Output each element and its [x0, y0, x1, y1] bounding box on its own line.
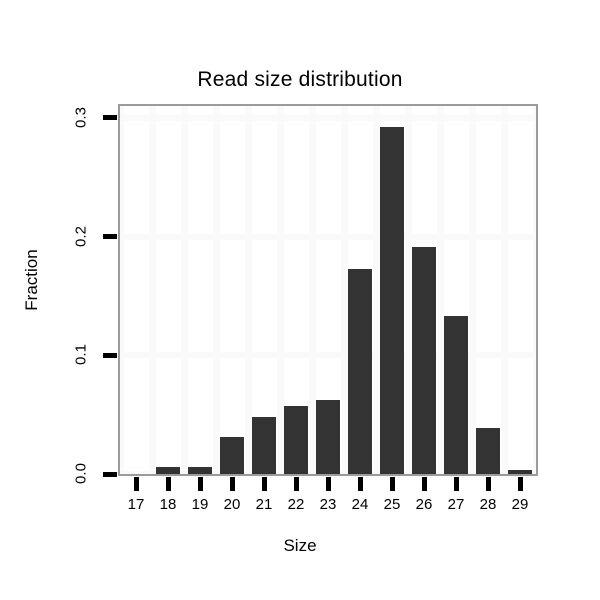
- x-tick-mark: [325, 477, 331, 491]
- x-tick-label: 27: [447, 496, 465, 513]
- y-tick-mark: [103, 471, 117, 477]
- x-tick-label: 29: [511, 496, 529, 513]
- x-tick-mark: [229, 477, 235, 491]
- bar-25: [380, 127, 404, 474]
- x-tick-label: 23: [319, 496, 337, 513]
- grid-line-vertical: [180, 106, 188, 474]
- x-tick-mark: [421, 477, 427, 491]
- bar-28: [476, 427, 500, 474]
- x-tick-mark: [293, 477, 299, 491]
- bar-18: [156, 466, 180, 474]
- x-tick-label: 26: [415, 496, 433, 513]
- grid-line-vertical: [468, 106, 476, 474]
- grid-line-vertical: [308, 106, 316, 474]
- grid-line-vertical: [532, 106, 536, 474]
- x-tick-label: 17: [127, 496, 145, 513]
- x-tick-label: 19: [191, 496, 209, 513]
- x-tick-mark: [261, 477, 267, 491]
- x-tick-mark: [133, 477, 139, 491]
- x-tick-label: 21: [255, 496, 273, 513]
- grid-line-vertical: [404, 106, 412, 474]
- bar-26: [412, 247, 436, 474]
- x-tick-mark: [485, 477, 491, 491]
- x-tick-mark: [165, 477, 171, 491]
- x-tick-label: 24: [351, 496, 369, 513]
- y-tick-mark: [103, 234, 117, 240]
- x-tick-label: 25: [383, 496, 401, 513]
- bar-20: [220, 437, 244, 474]
- bar-24: [348, 268, 372, 474]
- plot-inner: [120, 106, 536, 474]
- grid-line-horizontal: [120, 114, 536, 121]
- y-tick-label: 0.2: [72, 225, 90, 247]
- x-tick-label: 28: [479, 496, 497, 513]
- bar-19: [188, 466, 212, 474]
- x-tick-mark: [453, 477, 459, 491]
- grid-line-vertical: [212, 106, 220, 474]
- grid-line-horizontal: [120, 352, 536, 359]
- y-tick-label: 0.1: [72, 344, 90, 366]
- x-tick-mark: [357, 477, 363, 491]
- y-tick-mark: [103, 352, 117, 358]
- grid-line-vertical: [436, 106, 444, 474]
- bar-23: [316, 400, 340, 474]
- grid-line-horizontal: [120, 233, 536, 240]
- bar-27: [444, 316, 468, 474]
- x-tick-label: 22: [287, 496, 305, 513]
- bar-22: [284, 406, 308, 474]
- y-tick-mark: [103, 115, 117, 121]
- y-axis-label: Fraction: [22, 249, 41, 311]
- bar-series: [120, 106, 536, 474]
- grid-line-vertical: [276, 106, 284, 474]
- grid-line-vertical: [340, 106, 348, 474]
- grid-line-vertical: [148, 106, 156, 474]
- grid-line-vertical: [244, 106, 252, 474]
- chart-title: Read size distribution: [197, 68, 403, 91]
- grid-line-vertical: [120, 106, 124, 474]
- x-axis-label: Size: [283, 536, 317, 555]
- bar-29: [508, 470, 532, 474]
- x-tick-mark: [197, 477, 203, 491]
- grid-line-vertical: [372, 106, 380, 474]
- grid-line-vertical: [500, 106, 508, 474]
- y-tick-label: 0.0: [72, 463, 90, 484]
- plot-area: [118, 104, 538, 476]
- x-tick-label: 20: [223, 496, 241, 513]
- x-tick-label: 18: [159, 496, 177, 513]
- x-tick-mark: [389, 477, 395, 491]
- x-tick-mark: [517, 477, 523, 491]
- y-tick-label: 0.3: [72, 106, 90, 128]
- bar-21: [252, 417, 276, 474]
